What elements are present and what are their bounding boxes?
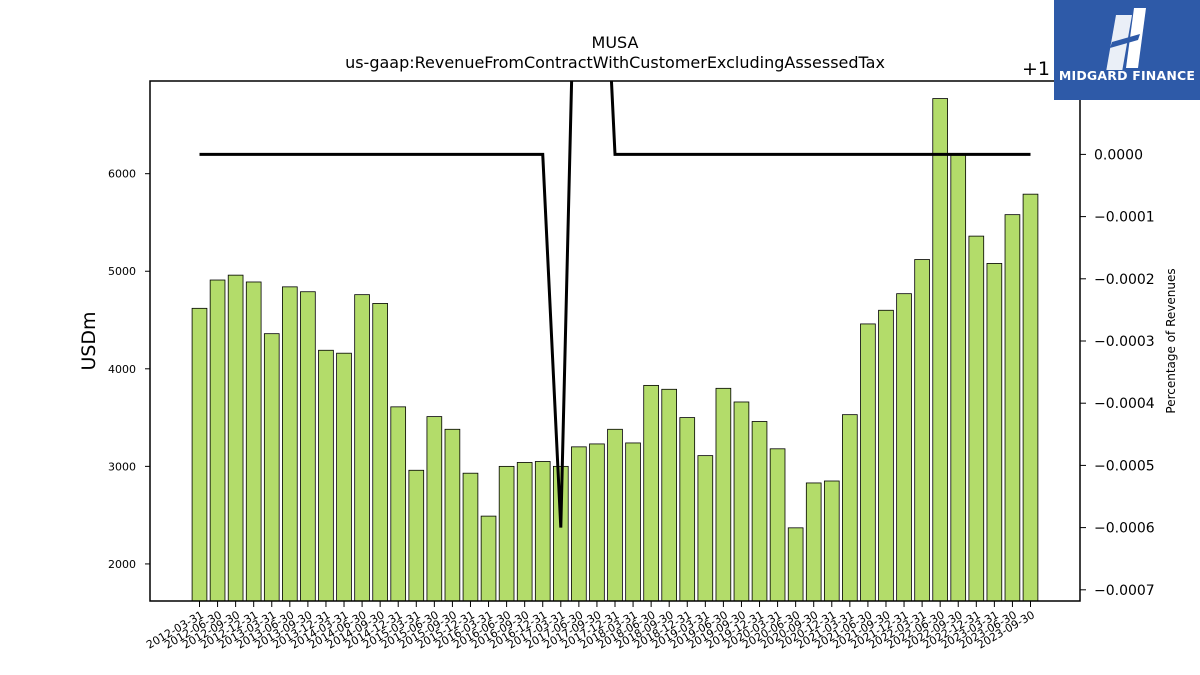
- bar-2014-03-31: [336, 352, 352, 602]
- bar-2021-06-30: [860, 323, 876, 602]
- bar-2016-03-31: [480, 515, 497, 602]
- bar-2019-09-30: [733, 401, 750, 602]
- midgard-finance-logo: MIDGARD FINANCE: [1054, 0, 1200, 100]
- y2-tick-label: −0.0001: [1094, 210, 1155, 226]
- bar-2015-03-31: [408, 469, 425, 602]
- y2-tick-label: −0.0003: [1094, 334, 1155, 350]
- bar-2015-06-30: [426, 416, 443, 602]
- bar-2012-12-31: [245, 281, 262, 602]
- y-axis-left: 2000 3000 4000 5000 6000: [108, 168, 150, 571]
- y2-tick-label: −0.0004: [1094, 396, 1155, 412]
- bar-2022-03-31: [914, 259, 930, 602]
- bar-series: [191, 98, 1039, 602]
- bar-2015-09-30: [444, 428, 461, 602]
- bar-2013-03-31: [263, 333, 280, 602]
- bar-2018-12-31: [679, 417, 696, 602]
- bar-2012-06-30: [209, 279, 226, 602]
- bar-2016-12-31: [534, 461, 551, 602]
- x-axis: 2012-03-312012-06-302012-09-302012-12-31…: [144, 601, 1037, 652]
- bar-2014-09-30: [372, 303, 388, 602]
- bar-2013-06-30: [282, 286, 298, 602]
- bar-2012-03-31: [191, 307, 208, 602]
- bar-2013-09-30: [300, 291, 316, 602]
- bar-2018-09-30: [661, 388, 677, 602]
- y2-tick-label: 0.0000: [1094, 147, 1143, 163]
- y-tick-label: 3000: [108, 460, 136, 473]
- chart-subtitle: us-gaap:RevenueFromContractWithCustomerE…: [345, 53, 885, 72]
- bar-2012-09-30: [227, 274, 244, 602]
- y-tick-label: 5000: [108, 265, 136, 278]
- y-axis-label: USDm: [78, 311, 100, 370]
- bar-2022-12-31: [968, 235, 985, 602]
- bar-2021-09-30: [878, 309, 894, 602]
- bar-2016-06-30: [498, 465, 515, 602]
- bar-2020-03-31: [769, 448, 786, 602]
- bar-2019-12-31: [751, 421, 768, 602]
- logo-mark-icon: [1106, 8, 1146, 70]
- bar-2017-12-31: [607, 428, 623, 602]
- bar-2018-06-30: [643, 384, 659, 602]
- bar-2018-03-31: [625, 442, 641, 602]
- bar-2021-03-31: [842, 414, 858, 602]
- y2-offset-label: +1: [1022, 58, 1050, 80]
- y2-tick-label: −0.0005: [1094, 458, 1155, 474]
- bar-2022-06-30: [932, 98, 948, 602]
- percentage-line: [199, 81, 1031, 528]
- bar-2022-09-30: [950, 154, 967, 602]
- y-tick-label: 2000: [108, 558, 136, 571]
- bar-2023-03-31: [986, 263, 1003, 602]
- bar-2021-12-31: [896, 293, 912, 602]
- bar-2016-09-30: [516, 462, 533, 602]
- y2-tick-label: −0.0002: [1094, 272, 1155, 288]
- y2-tick-label: −0.0007: [1094, 583, 1155, 599]
- bar-2015-12-31: [462, 472, 479, 602]
- y-tick-label: 6000: [108, 168, 136, 181]
- chart-title: MUSA: [592, 33, 639, 52]
- bar-2020-09-30: [805, 482, 822, 602]
- bar-2023-09-30: [1022, 193, 1039, 602]
- bar-2013-12-31: [318, 349, 334, 602]
- y-axis-right: 0.0000 −0.0001 −0.0002 −0.0003 −0.0004 −0.000…: [1080, 147, 1155, 599]
- bar-2014-12-31: [390, 406, 407, 602]
- line-series: [199, 81, 1031, 528]
- bar-2019-06-30: [715, 387, 732, 602]
- bar-2020-06-30: [787, 527, 804, 602]
- bar-2019-03-31: [697, 455, 714, 602]
- y2-axis-label: Percentage of Revenues: [1164, 268, 1178, 413]
- bar-2017-06-30: [571, 446, 587, 602]
- bar-2023-06-30: [1004, 214, 1021, 602]
- logo-text: MIDGARD FINANCE: [1058, 68, 1196, 83]
- bar-2020-12-31: [823, 480, 840, 602]
- bar-2017-09-30: [589, 443, 605, 602]
- y-tick-label: 4000: [108, 363, 136, 376]
- bar-2014-06-30: [354, 294, 370, 602]
- y2-tick-label: −0.0006: [1094, 521, 1155, 537]
